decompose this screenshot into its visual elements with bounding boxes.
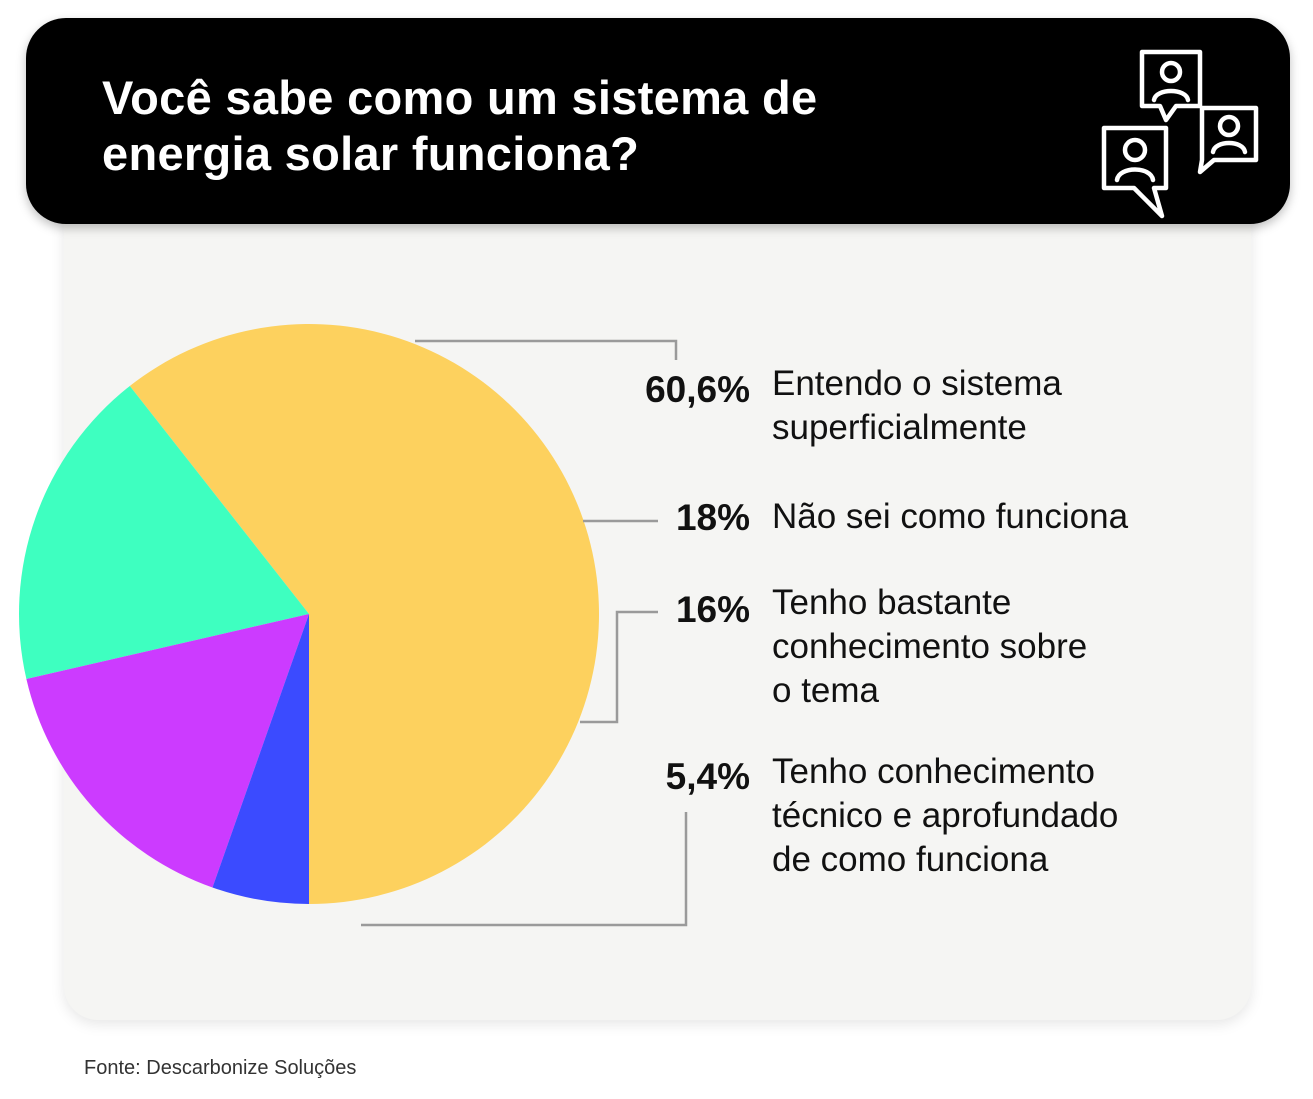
slice-label-line: de como funciona [772, 840, 1049, 879]
slice-label-line: Não sei como funciona [772, 497, 1129, 536]
pie-slice [129, 324, 600, 904]
pie-slice [19, 385, 309, 680]
slice-label-line: técnico e aprofundado [772, 796, 1119, 835]
slice-value-label: 60,6% [645, 369, 750, 410]
leader-line [415, 339, 678, 360]
leader-line [361, 812, 688, 927]
slice-value-label: 18% [675, 497, 750, 538]
slice-label-line: superficialmente [772, 408, 1027, 447]
page-title: Você sabe como um sistema de energia sol… [102, 70, 1002, 182]
title-line-1: Você sabe como um sistema de [102, 71, 818, 124]
slice-label-line: Tenho conhecimento [772, 752, 1095, 791]
slice-category-label: Não sei como funciona [772, 495, 1128, 539]
leader-line [580, 610, 658, 724]
pie-slice [212, 614, 309, 904]
slice-label-line: Entendo o sistema [772, 364, 1062, 403]
chat-users-icon [1101, 49, 1259, 219]
slice-category-label: Tenho bastante conhecimento sobre o tema [772, 581, 1087, 713]
pie-slice [26, 614, 309, 888]
title-line-2: energia solar funciona? [102, 127, 640, 180]
slice-value-label: 5,4% [665, 756, 750, 797]
slice-category-label: Entendo o sistema superficialmente [772, 362, 1062, 450]
source-note: Fonte: Descarbonize Soluções [84, 1057, 357, 1079]
slice-value-label: 16% [675, 589, 750, 630]
slice-label-line: conhecimento sobre [772, 627, 1088, 666]
slice-label-line: Tenho bastante [772, 583, 1012, 622]
slice-label-line: o tema [772, 671, 879, 710]
title-banner: Você sabe como um sistema de energia sol… [26, 18, 1290, 224]
slice-category-label: Tenho conhecimento técnico e aprofundado… [772, 750, 1118, 882]
